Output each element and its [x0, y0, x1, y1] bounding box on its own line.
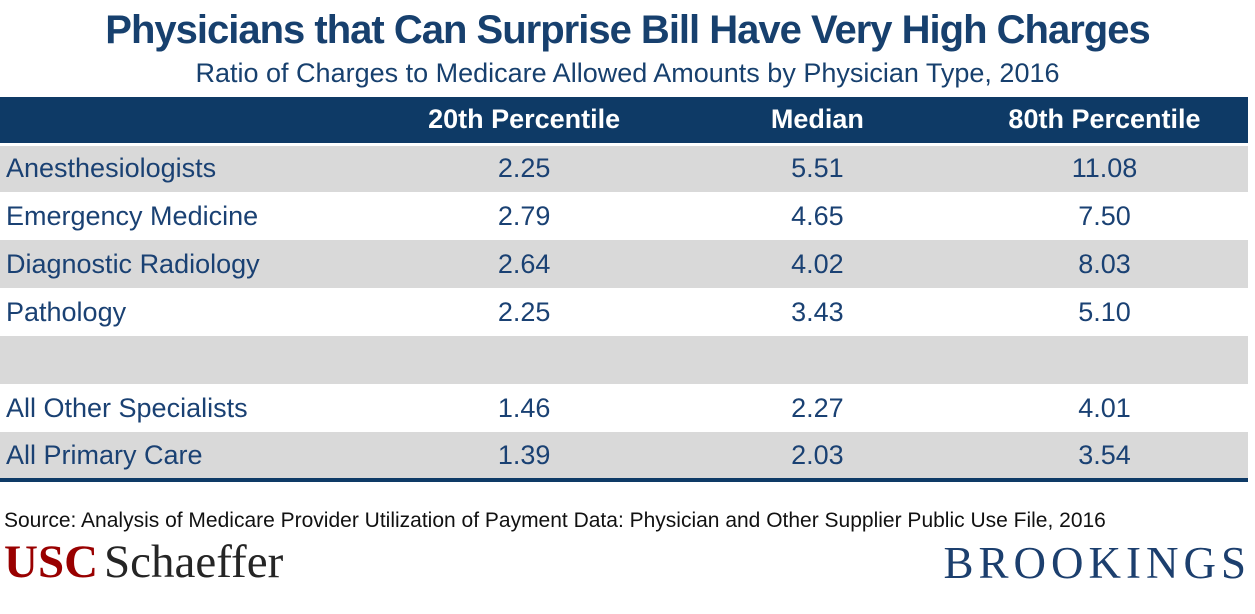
cell-median: 5.51 — [791, 153, 844, 184]
header-20th-percentile: 20th Percentile — [374, 97, 674, 146]
table-row-diagnostic-radiology: Diagnostic Radiology 2.64 4.02 8.03 — [0, 240, 1248, 289]
cell-empty — [374, 336, 674, 384]
cell-empty — [674, 336, 961, 384]
footer-logos: USC Schaeffer BROOKINGS — [0, 536, 1255, 589]
row-label: Diagnostic Radiology — [6, 248, 260, 279]
cell-80th: 11.08 — [1071, 153, 1138, 184]
table-header: 20th Percentile Median 80th Percentile — [0, 97, 1248, 146]
cell-80th: 4.01 — [1078, 392, 1131, 423]
header-median: Median — [673, 97, 961, 146]
row-label-empty — [0, 336, 374, 384]
table-header-row: 20th Percentile Median 80th Percentile — [0, 97, 1248, 146]
cell-median: 2.03 — [791, 439, 844, 470]
table-row-anesthesiologists: Anesthesiologists 2.25 5.51 11.08 — [0, 144, 1248, 193]
table-row-all-primary-care: All Primary Care 1.39 2.03 3.54 — [0, 432, 1248, 481]
row-label: Anesthesiologists — [6, 153, 217, 184]
header-80th-percentile: 80th Percentile — [960, 97, 1248, 146]
table-row-pathology: Pathology 2.25 3.43 5.10 — [0, 288, 1248, 337]
usc-logo-text: USC — [4, 536, 99, 589]
table-row-spacer — [0, 336, 1248, 385]
row-label: Pathology — [6, 296, 127, 327]
cell-empty — [961, 336, 1248, 384]
brookings-logo: BROOKINGS — [943, 538, 1251, 589]
cell-median: 3.43 — [791, 296, 844, 327]
table-row-all-other-specialists: All Other Specialists 1.46 2.27 4.01 — [0, 384, 1248, 433]
ratio-table: 20th Percentile Median 80th Percentile A… — [0, 97, 1248, 483]
cell-20th: 2.79 — [497, 200, 551, 231]
row-label: All Other Specialists — [6, 392, 248, 423]
cell-20th: 2.64 — [497, 248, 551, 279]
cell-20th: 1.39 — [497, 439, 551, 470]
cell-80th: 7.50 — [1078, 200, 1131, 231]
cell-median: 4.65 — [791, 200, 844, 231]
cell-80th: 3.54 — [1078, 439, 1131, 470]
cell-median: 4.02 — [791, 248, 844, 279]
schaeffer-logo-text: Schaeffer — [104, 536, 284, 589]
cell-median: 2.27 — [791, 392, 844, 423]
cell-20th: 2.25 — [497, 153, 551, 184]
cell-80th: 5.10 — [1078, 296, 1131, 327]
row-label: All Primary Care — [6, 439, 203, 470]
figure-title: Physicians that Can Surprise Bill Have V… — [105, 8, 1150, 52]
table-body: Anesthesiologists 2.25 5.51 11.08 Emerge… — [0, 144, 1248, 481]
row-label: Emergency Medicine — [6, 200, 259, 231]
source-note: Source: Analysis of Medicare Provider Ut… — [4, 509, 1106, 533]
cell-20th: 2.25 — [497, 296, 551, 327]
usc-schaeffer-logo: USC Schaeffer — [4, 536, 284, 589]
table-row-emergency-medicine: Emergency Medicine 2.79 4.65 7.50 — [0, 192, 1248, 241]
figure-page: Physicians that Can Surprise Bill Have V… — [0, 4, 1255, 614]
cell-80th: 8.03 — [1078, 248, 1131, 279]
header-blank — [0, 97, 375, 146]
cell-20th: 1.46 — [497, 392, 551, 423]
figure-subtitle: Ratio of Charges to Medicare Allowed Amo… — [195, 58, 1060, 88]
